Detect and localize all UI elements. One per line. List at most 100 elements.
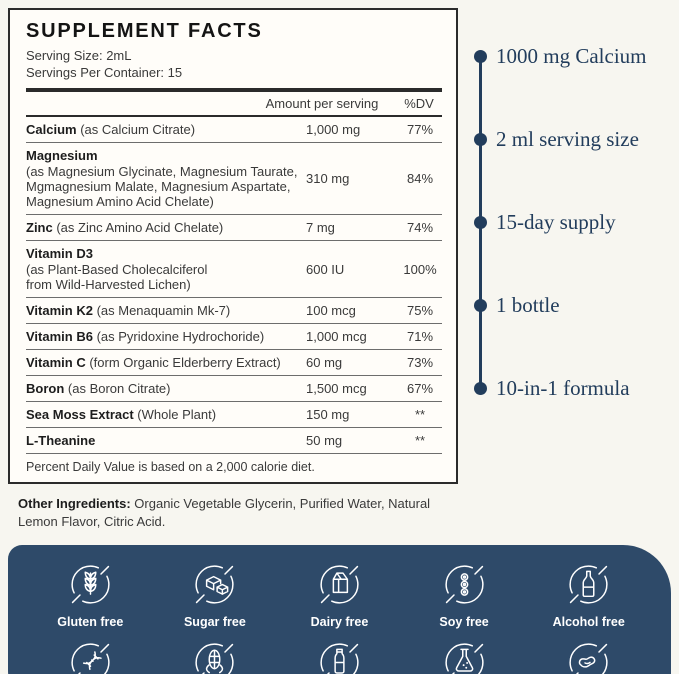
table-row: Sea Moss Extract (Whole Plant) 150 mg **	[26, 402, 442, 428]
badge-gluten-free: Gluten free	[28, 557, 153, 632]
daily-value-footnote: Percent Daily Value is based on a 2,000 …	[26, 460, 315, 474]
slash	[445, 565, 483, 603]
dv-column-header: %DV	[404, 96, 434, 111]
slash	[77, 644, 109, 674]
slash	[202, 644, 234, 674]
nutrient-dv: **	[414, 433, 426, 448]
highlight-item: 1000 mg Calcium	[474, 42, 679, 70]
highlight-label: 1000 mg Calcium	[496, 43, 647, 68]
badge-nuts-free: Nuts free	[526, 636, 651, 674]
bullet-dot-icon	[474, 49, 487, 63]
highlight-item: 15-day supply	[474, 208, 679, 236]
nutrient-detail: (as Menaquamin Mk-7)	[92, 303, 231, 318]
nutrient-name: Vitamin D3	[26, 246, 93, 261]
slash	[196, 565, 234, 603]
table-row: Zinc (as Zinc Amino Acid Chelate) 7 mg 7…	[26, 215, 442, 241]
free-from-panel: Gluten free Sugar free Dairy free	[8, 545, 671, 674]
badge-lactose-free: Lactose free	[277, 636, 402, 674]
top-section: SUPPLEMENT FACTS Serving Size: 2mL Servi…	[8, 8, 679, 484]
nutrient-detail: (as Zinc Amino Acid Chelate)	[52, 220, 224, 235]
nutrient-dv: **	[414, 407, 426, 422]
badge-sugar-free: Sugar free	[153, 557, 278, 632]
flask-icon	[444, 643, 484, 674]
badge-label: Dairy free	[310, 614, 369, 629]
highlight-item: 2 ml serving size	[474, 125, 679, 153]
table-row: Vitamin C (form Organic Elderberry Extra…	[26, 350, 442, 376]
nutrient-amount: 1,000 mcg	[306, 329, 367, 344]
nutrient-name: Vitamin B6	[26, 329, 93, 344]
sugar-cubes-icon	[195, 565, 235, 604]
bullet-dot-icon	[474, 298, 487, 312]
dna-icon	[71, 643, 110, 674]
nutrient-name: Vitamin K2	[26, 303, 93, 318]
table-row: Vitamin K2 (as Menaquamin Mk-7) 100 mcg …	[26, 298, 442, 324]
table-row: Calcium (as Calcium Citrate) 1,000 mg 77…	[26, 117, 442, 143]
other-ingredients: Other Ingredients: Organic Vegetable Gly…	[18, 495, 448, 531]
nutrient-detail: (as Magnesium Glycinate, Magnesium Taura…	[26, 164, 298, 209]
corn-icon	[195, 643, 235, 674]
nutrient-dv: 84%	[406, 171, 434, 186]
highlight-label: 15-day supply	[496, 209, 616, 234]
bullet-dot-icon	[474, 215, 487, 229]
table-row: Magnesium (as Magnesium Glycinate, Magnes…	[26, 143, 442, 215]
highlight-label: 2 ml serving size	[496, 126, 639, 151]
other-ingredients-label: Other Ingredients:	[18, 496, 131, 511]
nutrient-amount: 310 mg	[306, 171, 350, 186]
nutrient-amount: 100 mcg	[306, 303, 356, 318]
bullet-dot-icon	[474, 381, 487, 395]
slash	[327, 644, 359, 674]
nutrient-name: L-Theanine	[26, 433, 96, 448]
table-row: Boron (as Boron Citrate) 1,500 mcg 67%	[26, 376, 442, 402]
soybean-icon	[444, 565, 484, 604]
nutrient-detail: (as Boron Citrate)	[64, 381, 171, 396]
badge-corn-free: Corn free	[153, 636, 278, 674]
nutrient-dv: 73%	[406, 355, 434, 370]
nutrient-amount: 50 mg	[306, 433, 343, 448]
table-row: L-Theanine 50 mg **	[26, 428, 442, 454]
serving-size: Serving Size: 2mL	[26, 48, 132, 63]
nutrient-amount: 150 mg	[306, 407, 350, 422]
highlight-item: 1 bottle	[474, 291, 679, 319]
badge-alcohol-free: Alcohol free	[526, 557, 651, 632]
milk-carton-icon	[320, 565, 359, 604]
highlight-label: 10-in-1 formula	[496, 375, 630, 400]
nutrient-name: Calcium	[26, 122, 77, 137]
nutrient-detail: (form Organic Elderberry Extract)	[85, 355, 281, 370]
nutrient-dv: 100%	[403, 261, 437, 277]
nutrient-dv: 77%	[406, 122, 434, 137]
highlight-label: 1 bottle	[496, 292, 560, 317]
nutrient-detail: (as Plant-Based Cholecalciferol from Wil…	[26, 262, 208, 292]
badge-label: Alcohol free	[552, 614, 625, 629]
badge-soy-free: Soy free	[402, 557, 527, 632]
nutrient-amount: 600 IU	[306, 261, 345, 277]
servings-per-container: Servings Per Container: 15	[26, 65, 183, 80]
nutrient-detail: (as Pyridoxine Hydrochoride)	[92, 329, 265, 344]
nutrient-name: Sea Moss Extract	[26, 407, 134, 422]
amount-column-header: Amount per serving	[265, 96, 379, 111]
badge-gmo-free: GMO free	[28, 636, 153, 674]
slash	[320, 565, 359, 603]
nutrient-detail: (Whole Plant)	[133, 407, 217, 422]
nutrient-amount: 1,000 mg	[306, 122, 361, 137]
slash	[576, 644, 608, 674]
badge-label: Sugar free	[183, 614, 246, 629]
peanut-icon	[569, 643, 608, 674]
panel-title: SUPPLEMENT FACTS	[26, 20, 263, 42]
badge-label: Soy free	[439, 614, 489, 629]
bottle-icon	[569, 565, 608, 604]
nutrient-amount: 7 mg	[306, 220, 335, 235]
bullet-dot-icon	[474, 132, 487, 146]
nutrient-detail: (as Calcium Citrate)	[76, 122, 196, 137]
badge-dairy-free: Dairy free	[277, 557, 402, 632]
nutrient-name: Magnesium	[26, 148, 98, 163]
nutrient-name: Zinc	[26, 220, 53, 235]
table-header-row: Amount per serving %DV	[26, 92, 442, 117]
nutrient-name: Vitamin C	[26, 355, 86, 370]
other-ingredients-text: Organic Vegetable Glycerin, Purified Wat…	[18, 496, 431, 529]
badge-label: Gluten free	[57, 614, 124, 629]
highlights-timeline: 1000 mg Calcium 2 ml serving size 15-day…	[458, 8, 679, 484]
slash	[451, 644, 483, 674]
thick-divider	[26, 88, 442, 92]
table-row: Vitamin D3 (as Plant-Based Cholecalcifero…	[26, 241, 442, 298]
nutrient-dv: 74%	[406, 220, 434, 235]
